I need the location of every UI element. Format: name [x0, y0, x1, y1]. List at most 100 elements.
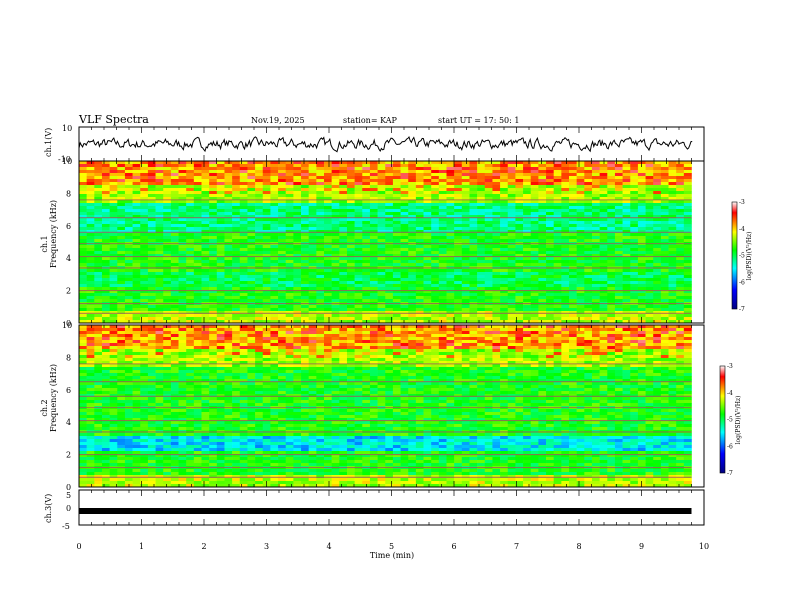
spectrogram-cell	[178, 263, 187, 267]
spectrogram-cell	[109, 233, 118, 237]
spectrogram-cell	[569, 254, 577, 258]
spectrogram-cell	[668, 272, 677, 276]
spectrogram-cell	[209, 275, 218, 279]
spectrogram-cell	[469, 331, 478, 335]
spectrogram-cell	[538, 170, 547, 174]
spectrogram-cell	[316, 251, 325, 255]
spectrogram-cell	[569, 287, 577, 291]
spectrogram-cell	[561, 248, 570, 252]
spectrogram-cell	[538, 212, 547, 216]
spectrogram-cell	[339, 206, 348, 210]
spectrogram-cell	[117, 173, 126, 177]
spectrogram-cell	[232, 239, 241, 243]
spectrogram-cell	[339, 245, 348, 249]
spectrogram-cell	[224, 260, 233, 264]
spectrogram-cell	[492, 212, 501, 216]
spectrogram-cell	[569, 224, 577, 228]
spectrogram-cell	[377, 272, 386, 276]
spectrogram-cell	[645, 325, 654, 329]
spectrogram-cell	[660, 164, 669, 168]
spectrogram-cell	[224, 284, 233, 288]
spectrogram-cell	[408, 203, 417, 207]
spectrogram-cell	[591, 200, 600, 204]
spectrogram-cell	[415, 182, 424, 186]
spectrogram-cell	[614, 200, 623, 204]
spectrogram-cell	[530, 293, 539, 297]
spectrogram-cell	[515, 170, 524, 174]
spectrogram-cell	[285, 206, 294, 210]
spectrogram-cell	[469, 248, 478, 252]
spectrogram-cell	[507, 239, 516, 243]
spectrogram-cell	[668, 251, 677, 255]
spectrogram-cell	[645, 296, 654, 300]
spectrogram-cell	[385, 278, 394, 282]
spectrogram-cell	[293, 203, 302, 207]
spectrogram-cell	[515, 227, 524, 231]
spectrogram-cell	[239, 296, 248, 300]
spectrogram-cell	[186, 311, 195, 315]
spectrogram-cell	[132, 251, 141, 255]
spectrogram-cell	[400, 308, 409, 312]
spectrogram-cell	[683, 203, 692, 207]
spectrogram-cell	[331, 167, 340, 171]
spectrogram-cell	[239, 311, 248, 315]
spectrogram-cell	[109, 331, 118, 335]
spectrogram-cell	[591, 272, 600, 276]
spectrogram-cell	[477, 296, 486, 300]
spectrogram-cell	[86, 257, 95, 261]
spectrogram-cell	[124, 340, 133, 344]
spectrogram-cell	[109, 224, 118, 228]
spectrogram-cell	[262, 272, 271, 276]
spectrogram-cell	[653, 272, 662, 276]
spectrogram-cell	[569, 296, 577, 300]
spectrogram-cell	[270, 263, 279, 267]
spectrogram-cell	[515, 337, 524, 341]
spectrogram-cell	[576, 305, 585, 309]
spectrogram-cell	[124, 254, 133, 258]
spectrogram-cell	[630, 179, 639, 183]
spectrogram-cell	[408, 230, 417, 234]
spectrogram-cell	[622, 334, 631, 338]
spectrogram-cell	[369, 200, 378, 204]
spectrogram-cell	[431, 275, 440, 279]
spectrogram-cell	[285, 275, 294, 279]
spectrogram-cell	[515, 305, 524, 309]
spectrogram-cell	[492, 245, 501, 249]
spectrogram-cell	[301, 176, 309, 180]
spectrogram-cell	[293, 233, 302, 237]
spectrogram-cell	[101, 233, 110, 237]
spectrogram-cell	[140, 245, 149, 249]
spectrogram-cell	[538, 233, 547, 237]
spectrogram-cell	[170, 200, 179, 204]
spectrogram-cell	[392, 176, 401, 180]
spectrogram-cell	[614, 334, 623, 338]
spectrogram-cell	[354, 334, 363, 338]
spectrogram-cell	[477, 290, 486, 294]
spectrogram-cell	[446, 209, 455, 213]
spectrogram-cell	[86, 218, 95, 222]
spectrogram-cell	[331, 176, 340, 180]
spectrogram-cell	[683, 334, 692, 338]
spectrogram-cell	[124, 328, 133, 332]
spectrogram-cell	[109, 308, 118, 312]
spectrogram-cell	[224, 188, 233, 192]
spectrogram-cell	[607, 269, 616, 273]
spectrogram-cell	[94, 325, 103, 329]
spectrogram-cell	[653, 305, 662, 309]
spectrogram-cell	[216, 317, 225, 321]
spectrogram-cell	[109, 317, 118, 321]
spectrogram-cell	[301, 194, 309, 198]
spectrogram-cell	[209, 314, 218, 318]
spectrogram-cell	[147, 233, 156, 237]
spectrogram-cell	[507, 161, 516, 165]
spectrogram-cell	[660, 194, 669, 198]
spectrogram-cell	[147, 305, 156, 309]
spectrogram-cell	[101, 236, 110, 240]
spectrogram-cell	[477, 182, 486, 186]
spectrogram-cell	[614, 239, 623, 243]
spectrogram-cell	[507, 331, 516, 335]
spectrogram-cell	[637, 331, 646, 335]
spectrogram-cell	[461, 317, 470, 321]
spectrogram-cell	[408, 194, 417, 198]
spectrogram-cell	[170, 185, 179, 189]
